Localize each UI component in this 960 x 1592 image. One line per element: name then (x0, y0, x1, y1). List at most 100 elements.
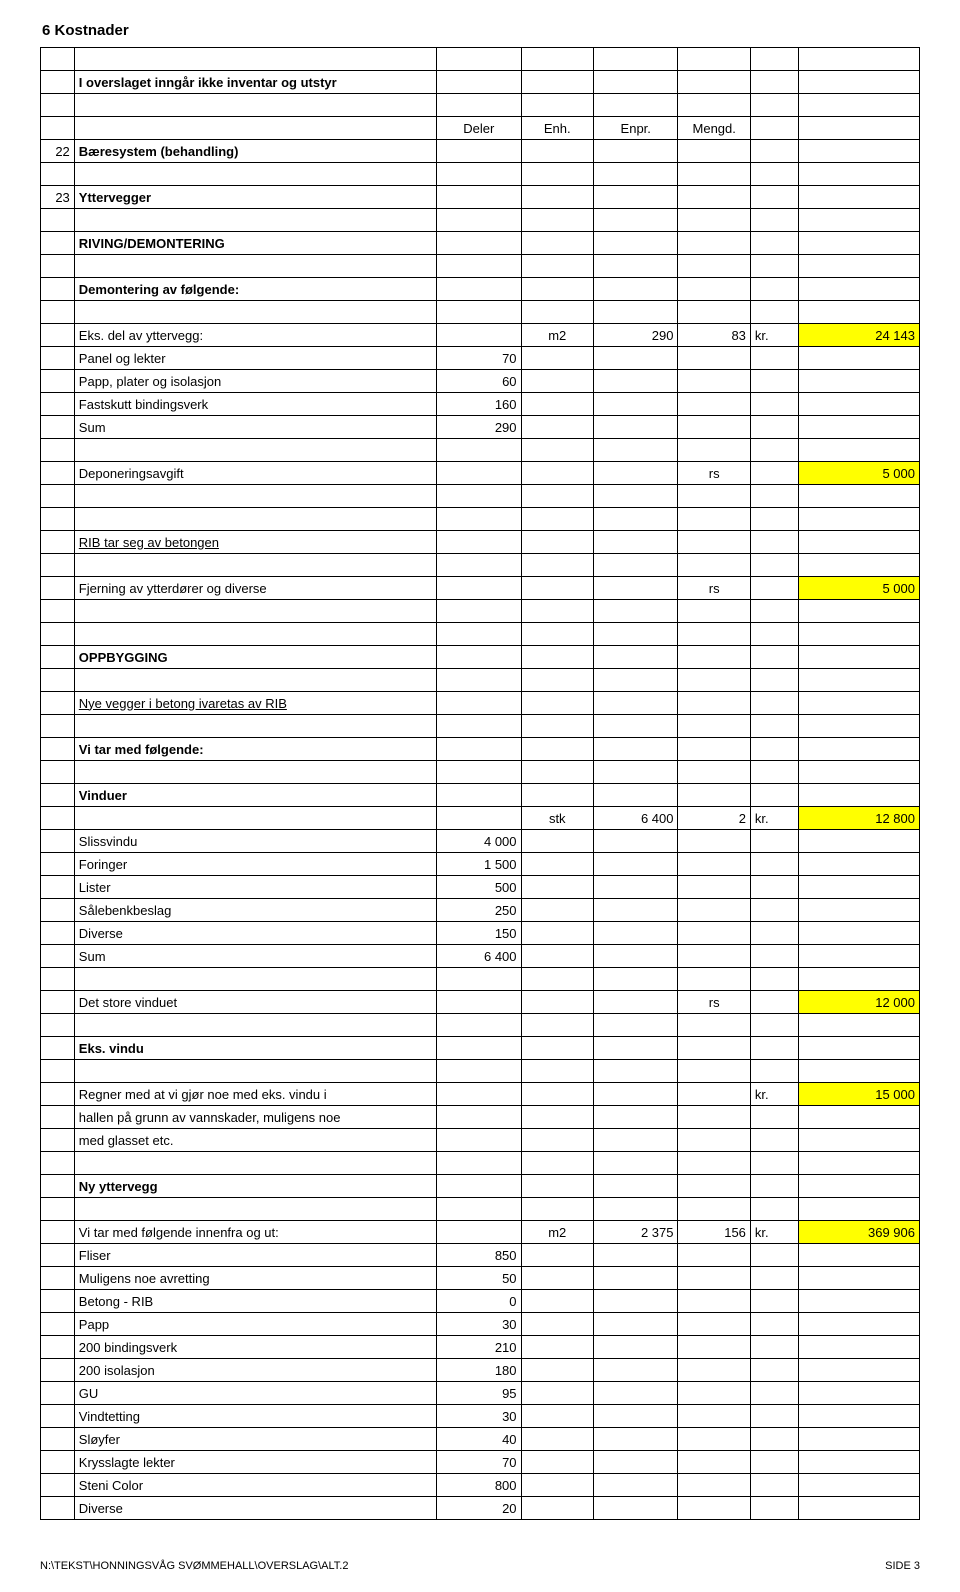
store-total: 12 000 (799, 991, 920, 1014)
hdr-deler: Deler (437, 117, 522, 140)
item-name: Sløyfer (74, 1428, 436, 1451)
item-val: 500 (437, 876, 522, 899)
eksvindu-text: Eks. vindu (74, 1037, 436, 1060)
regner-row1: Regner med at vi gjør noe med eks. vindu… (41, 1083, 920, 1106)
table-row: Slissvindu4 000 (41, 830, 920, 853)
item-val: 95 (437, 1382, 522, 1405)
item-val: 70 (437, 347, 522, 370)
hdr-enpr: Enpr. (593, 117, 678, 140)
sec22-num: 22 (41, 140, 75, 163)
item-val: 6 400 (437, 945, 522, 968)
table-row: Muligens noe avretting50 (41, 1267, 920, 1290)
table-row: Steni Color800 (41, 1474, 920, 1497)
eks-row: Eks. del av yttervegg:m229083kr.24 143 (41, 324, 920, 347)
blank-row (41, 669, 920, 692)
item-name: Sum (74, 416, 436, 439)
dep-unit: rs (678, 462, 750, 485)
store-label: Det store vinduet (74, 991, 436, 1014)
hdr-enh: Enh. (521, 117, 593, 140)
fjern-total: 5 000 (799, 577, 920, 600)
blank-row (41, 508, 920, 531)
table-row: Foringer1 500 (41, 853, 920, 876)
title-table: 6 Kostnader (40, 20, 131, 41)
table-row: Fliser850 (41, 1244, 920, 1267)
footer-path: N:\TEKST\HONNINGSVÅG SVØMMEHALL\OVERSLAG… (40, 1560, 348, 1572)
opp-text: OPPBYGGING (74, 646, 436, 669)
item-val: 70 (437, 1451, 522, 1474)
opp-sub1: Nye vegger i betong ivaretas av RIB (41, 692, 920, 715)
item-val: 290 (437, 416, 522, 439)
regner-total: 15 000 (799, 1083, 920, 1106)
vinduer-price: 6 400 (593, 807, 678, 830)
blank-row (41, 209, 920, 232)
item-val: 50 (437, 1267, 522, 1290)
opp-sub1-text: Nye vegger i betong ivaretas av RIB (74, 692, 436, 715)
item-val: 180 (437, 1359, 522, 1382)
table-row: Sålebenkbeslag250 (41, 899, 920, 922)
ny-kr: kr. (750, 1221, 798, 1244)
blank-row (41, 600, 920, 623)
item-val: 60 (437, 370, 522, 393)
item-val: 1 500 (437, 853, 522, 876)
intro-row: I overslaget inngår ikke inventar og uts… (41, 71, 920, 94)
table-row: 200 bindingsverk210 (41, 1336, 920, 1359)
table-row: 200 isolasjon180 (41, 1359, 920, 1382)
hdr-mengd: Mengd. (678, 117, 750, 140)
table-row: Fastskutt bindingsverk160 (41, 393, 920, 416)
ny-label: Vi tar med følgende innenfra og ut: (74, 1221, 436, 1244)
item-val: 0 (437, 1290, 522, 1313)
riving-text: RIVING/DEMONTERING (74, 232, 436, 255)
regner-l3: med glasset etc. (74, 1129, 436, 1152)
item-val: 40 (437, 1428, 522, 1451)
page-title: 6 Kostnader (42, 22, 129, 39)
vinduer-kr: kr. (750, 807, 798, 830)
blank-row (41, 1152, 920, 1175)
item-val: 800 (437, 1474, 522, 1497)
blank-row (41, 761, 920, 784)
table-row: Sum290 (41, 416, 920, 439)
opp-sub2-text: Vi tar med følgende: (74, 738, 436, 761)
section-23: 23Yttervegger (41, 186, 920, 209)
vinduer-unit: stk (521, 807, 593, 830)
vinduer-heading: Vinduer (41, 784, 920, 807)
blank-row (41, 439, 920, 462)
table-row: Krysslagte lekter70 (41, 1451, 920, 1474)
ny-total: 369 906 (799, 1221, 920, 1244)
item-name: Papp, plater og isolasjon (74, 370, 436, 393)
regner-row2: hallen på grunn av vannskader, muligens … (41, 1106, 920, 1129)
item-name: Sum (74, 945, 436, 968)
blank-row (41, 94, 920, 117)
store-unit: rs (678, 991, 750, 1014)
table-row: Papp30 (41, 1313, 920, 1336)
demontering-sub: Demontering av følgende: (41, 278, 920, 301)
table-row: Lister500 (41, 876, 920, 899)
item-val: 210 (437, 1336, 522, 1359)
blank-row (41, 1014, 920, 1037)
riving-heading: RIVING/DEMONTERING (41, 232, 920, 255)
ny-row: Vi tar med følgende innenfra og ut:m22 3… (41, 1221, 920, 1244)
item-name: Steni Color (74, 1474, 436, 1497)
dep-label: Deponeringsavgift (74, 462, 436, 485)
item-name: Foringer (74, 853, 436, 876)
opp-heading: OPPBYGGING (41, 646, 920, 669)
item-name: Sålebenkbeslag (74, 899, 436, 922)
cost-table: I overslaget inngår ikke inventar og uts… (40, 47, 920, 1520)
table-row: GU95 (41, 1382, 920, 1405)
item-name: Vindtetting (74, 1405, 436, 1428)
blank-row (41, 1060, 920, 1083)
blank-row (41, 485, 920, 508)
regner-row3: med glasset etc. (41, 1129, 920, 1152)
item-name: 200 bindingsverk (74, 1336, 436, 1359)
sec23-num: 23 (41, 186, 75, 209)
regner-l1: Regner med at vi gjør noe med eks. vindu… (74, 1083, 436, 1106)
section-22: 22Bæresystem (behandling) (41, 140, 920, 163)
vinduer-total: 12 800 (799, 807, 920, 830)
table-row: Betong - RIB0 (41, 1290, 920, 1313)
blank-row (41, 255, 920, 278)
blank-row (41, 1198, 920, 1221)
fjern-unit: rs (678, 577, 750, 600)
store-row: Det store vinduet rs 12 000 (41, 991, 920, 1014)
item-name: Diverse (74, 922, 436, 945)
eks-label: Eks. del av yttervegg: (74, 324, 436, 347)
eks-kr: kr. (750, 324, 798, 347)
